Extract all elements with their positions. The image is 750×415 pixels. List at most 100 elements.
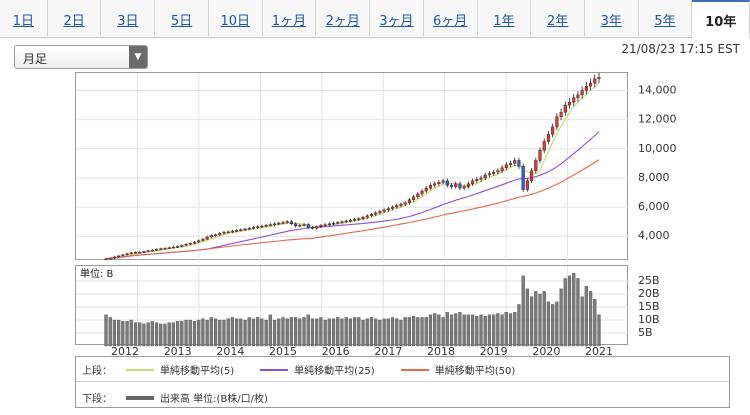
- volume-bar: [559, 288, 563, 347]
- tab-3年[interactable]: 3年: [585, 0, 639, 38]
- tab-6ヶ月[interactable]: 6ヶ月: [424, 0, 478, 38]
- candle: [268, 224, 272, 226]
- candle: [319, 225, 323, 227]
- candle: [192, 241, 197, 244]
- candle: [454, 183, 458, 187]
- candle: [159, 248, 163, 250]
- legend-ma50-label: 単純移動平均(50): [434, 366, 516, 377]
- volume-bar: [327, 318, 331, 347]
- legend-lower-row: 下段： 出来高 単位:(B株/口/枚): [82, 390, 294, 405]
- volume-bar: [538, 293, 542, 347]
- moving-average-25: [105, 131, 600, 260]
- tab-5年[interactable]: 5年: [639, 0, 693, 38]
- price-tick-label: 12,000: [638, 113, 677, 126]
- candle: [272, 223, 277, 226]
- candle: [542, 141, 546, 151]
- legend-volume: 出来高 単位:(B株/口/枚): [126, 390, 268, 405]
- volume-bar: [302, 317, 306, 347]
- volume-bar: [163, 323, 167, 347]
- period-tabs: 1日 2日 3日 5日 10日 1ヶ月 2ヶ月 3ヶ月 6ヶ月 1年 2年 3年 5年 10年: [0, 0, 750, 38]
- period-select[interactable]: 月足 ▼: [14, 45, 148, 69]
- tab-5日[interactable]: 5日: [155, 0, 209, 38]
- candle: [546, 134, 550, 142]
- tab-10日[interactable]: 10日: [209, 0, 263, 38]
- tab-1ヶ月[interactable]: 1ヶ月: [263, 0, 317, 38]
- candle: [112, 256, 116, 259]
- volume-bar: [352, 317, 357, 347]
- volume-bar: [277, 318, 281, 347]
- price-tick-label: 4,000: [638, 229, 670, 242]
- volume-bar: [154, 322, 159, 347]
- tab-2日[interactable]: 2日: [48, 0, 102, 38]
- volume-bar: [209, 317, 213, 347]
- volume-bar: [205, 319, 209, 347]
- candle: [108, 257, 112, 260]
- volume-bar: [534, 291, 538, 347]
- price-chart-panel: [75, 72, 629, 261]
- volume-bar: [129, 319, 133, 347]
- candle: [382, 209, 386, 212]
- candle: [205, 236, 209, 240]
- volume-unit-label: 単位: B: [80, 267, 114, 280]
- candle: [492, 171, 496, 174]
- chevron-down-icon[interactable]: ▼: [129, 46, 147, 68]
- candle: [386, 208, 390, 211]
- candle: [551, 126, 555, 135]
- candle: [508, 163, 513, 166]
- candle: [251, 227, 256, 229]
- legend-volume-swatch: [126, 395, 154, 400]
- volume-bar: [294, 317, 298, 347]
- timestamp: 21/08/23 17:15 EST: [621, 42, 740, 56]
- candle: [171, 246, 175, 249]
- legend-ma50-swatch: [400, 368, 429, 371]
- volume-bar: [323, 319, 327, 347]
- volume-bar: [146, 322, 150, 347]
- tab-1日[interactable]: 1日: [0, 0, 48, 38]
- tab-1年[interactable]: 1年: [478, 0, 532, 38]
- tab-3日[interactable]: 3日: [101, 0, 156, 38]
- legend-ma5-label: 単純移動平均(5): [160, 366, 235, 377]
- candle: [361, 217, 365, 219]
- candle: [374, 212, 378, 215]
- volume-bar: [344, 317, 348, 347]
- candle: [589, 83, 593, 87]
- volume-bar: [399, 319, 403, 347]
- volume-bar: [580, 296, 584, 347]
- price-tick-label: 14,000: [638, 83, 677, 96]
- tab-10年[interactable]: 10年: [692, 0, 750, 38]
- volume-bar: [496, 313, 500, 347]
- candle: [399, 203, 403, 206]
- candle: [344, 220, 348, 223]
- volume-bar: [462, 314, 466, 347]
- candle: [222, 231, 226, 234]
- tab-2ヶ月[interactable]: 2ヶ月: [316, 0, 371, 38]
- candle: [213, 234, 218, 236]
- candle: [226, 231, 230, 234]
- candle: [471, 180, 475, 184]
- candle: [407, 199, 411, 203]
- volume-bar: [529, 296, 534, 347]
- volume-bar: [226, 318, 230, 347]
- candle: [163, 247, 167, 250]
- volume-bar: [361, 319, 365, 347]
- candle: [306, 224, 310, 228]
- tab-2年[interactable]: 2年: [531, 0, 585, 38]
- candle: [530, 170, 534, 182]
- volume-bar: [416, 317, 420, 347]
- volume-bar: [289, 317, 294, 347]
- candle: [201, 238, 205, 241]
- volume-bar: [449, 314, 454, 347]
- candle: [230, 230, 234, 233]
- volume-bar: [470, 314, 475, 347]
- volume-bar: [239, 318, 243, 347]
- candle: [576, 94, 580, 98]
- volume-bar: [256, 317, 260, 347]
- candle: [323, 224, 327, 226]
- candle: [327, 223, 331, 226]
- candle: [462, 186, 466, 189]
- candle: [357, 218, 361, 220]
- tab-3ヶ月[interactable]: 3ヶ月: [370, 0, 424, 38]
- candle: [420, 190, 424, 195]
- volume-bar: [222, 319, 226, 347]
- candle: [150, 249, 154, 252]
